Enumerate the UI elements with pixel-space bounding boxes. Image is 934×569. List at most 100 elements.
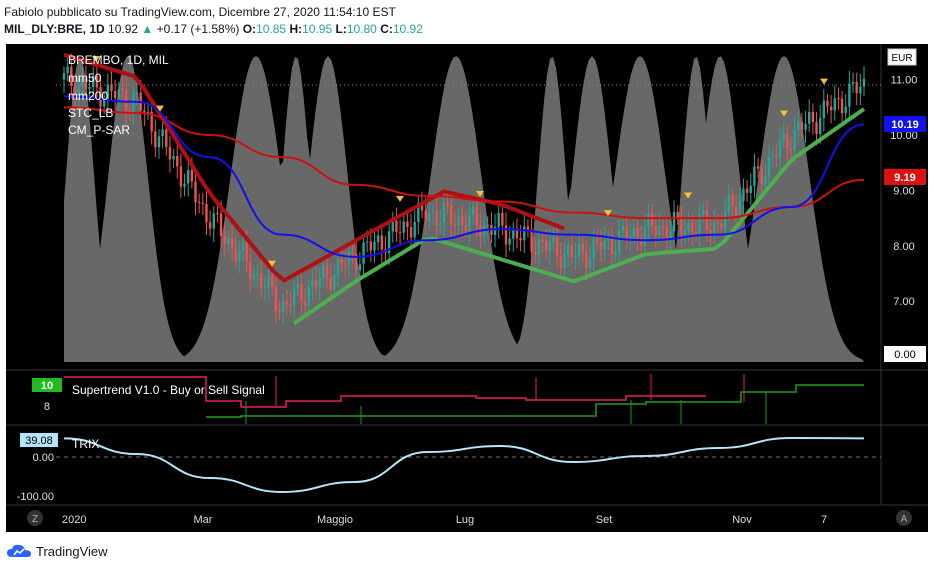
candle-body [446,203,449,206]
candle-body [592,238,595,258]
low-value: 10.80 [346,22,377,36]
candle-body [811,111,815,123]
footer: TradingView [6,540,108,562]
candle-body [647,213,650,228]
candle-body [428,212,431,221]
auto-scale-button[interactable] [896,510,912,526]
candle-body [756,166,760,169]
candle-body [720,223,723,229]
candle-body [639,237,643,246]
candle-body [66,66,69,74]
publish-info: Fabiolo pubblicato su TradingView.com, D… [4,5,396,19]
brand-name[interactable]: TradingView [36,543,108,559]
candle-body [808,111,811,124]
sar-red-band [63,52,565,283]
candle-body [230,238,234,248]
candle-body [340,259,343,265]
supertrend-label[interactable]: Supertrend V1.0 - Buy or Sell Signal [72,383,265,397]
candle-body [460,216,464,225]
badge-stc-text: 0.00 [894,349,915,361]
signal-marker-icon [604,210,612,217]
candle-body [654,226,657,236]
candle-body [855,82,858,94]
candle-body [420,203,424,211]
trix-label[interactable]: TRIX [72,437,99,451]
currency-box[interactable] [887,48,917,66]
indicator-stc[interactable]: STC_LB [68,106,113,120]
sar-green-band [292,107,866,326]
candle-body [238,250,241,261]
candle-body [95,75,99,88]
candle-body [413,221,416,238]
candle-body [840,98,844,114]
candle-body [669,231,672,240]
candle-body [501,212,504,226]
candle-body [409,227,413,238]
cloud-logo-icon [7,544,31,557]
chart-container[interactable]: BREMBO, 1D, MIL mm50 mm200 STC_LB CM_P-S… [6,44,928,532]
candle-body [439,222,442,226]
candle-body [172,156,175,160]
candle-body [731,195,734,206]
candle-body [216,213,219,215]
candle-body [683,230,687,235]
trix-badge [20,433,58,447]
candle-body [508,238,511,245]
candle-body [260,273,263,289]
candle-body [614,253,617,255]
price-axis[interactable]: 11.00 10.00 9.00 8.00 7.00 [890,75,918,308]
candle-body [322,265,325,279]
candle-body [314,280,318,288]
candle-body [818,118,822,134]
badge-mm200 [884,169,926,185]
candle-body [548,242,552,251]
candle-body [249,261,252,280]
candle-body [194,181,197,203]
indicator-mm200[interactable]: mm200 [68,89,108,103]
candle-body [563,254,566,269]
candle-body [625,226,628,239]
candle-body [709,229,712,235]
candle-body [347,251,351,266]
candle-body [135,92,139,95]
candle-body [764,176,767,185]
indicator-mm50[interactable]: mm50 [68,71,102,85]
candle-body [395,220,398,232]
badge-stc [884,346,926,362]
candle-body [296,283,299,290]
close-value: 10.92 [392,22,423,36]
candle-body [767,156,771,177]
candle-body [713,222,716,235]
candle-body [110,84,113,91]
candle-body [753,166,756,186]
candle-body [566,245,570,255]
candle-body [154,131,157,148]
signal-marker-icon [684,192,692,199]
candle-body [336,259,340,275]
candle-body [252,274,256,280]
candle-body [325,265,329,278]
candle-body [84,78,88,90]
candle-body [289,304,292,306]
candle-body [161,129,164,137]
candle-body [793,130,796,151]
candle-body [555,237,559,256]
candle-body [227,238,230,245]
candle-body [351,251,354,255]
signal-markers [92,55,828,267]
candle-body [187,170,190,184]
chart-svg[interactable]: BREMBO, 1D, MIL mm50 mm200 STC_LB CM_P-S… [6,44,928,532]
open-value: 10.85 [256,22,287,36]
candle-body [143,110,146,114]
supertrend-tick: 8 [44,401,50,413]
candle-body [355,254,358,271]
candle-body [650,213,654,227]
zoom-button[interactable] [27,510,43,526]
candle-body [760,168,763,185]
candle-body [665,227,668,240]
candle-body [106,84,110,100]
candle-body [278,310,281,313]
series-mm50 [63,95,865,258]
candle-body [775,155,778,158]
indicator-psar[interactable]: CM_P-SAR [68,123,130,137]
